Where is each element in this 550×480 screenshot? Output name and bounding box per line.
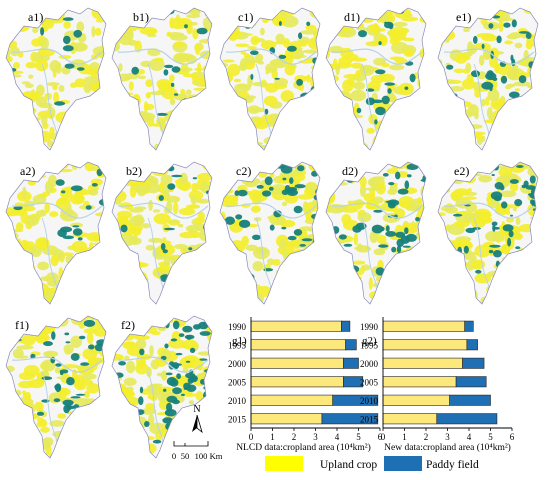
y-tick-label: 2010	[228, 396, 247, 406]
x-tick-label: 6	[510, 432, 515, 442]
x-tick-label: 3	[313, 432, 318, 442]
bar-1995-paddy	[466, 339, 478, 351]
bar-1990-upland	[250, 320, 342, 332]
bar-1995-upland	[250, 339, 346, 351]
x-tick-label: 2	[292, 432, 297, 442]
bar-2000-upland	[250, 357, 344, 369]
bar-2015-paddy	[321, 413, 379, 425]
x-tick-label: 5	[356, 432, 361, 442]
legend: Upland crop Paddy field	[265, 456, 479, 471]
bar-2000-paddy	[343, 357, 359, 369]
x-tick-label: 0	[249, 432, 254, 442]
scale-tick-0: 0	[172, 451, 176, 461]
bar-1995-paddy	[345, 339, 357, 351]
x-axis-title: New data:cropland area (10⁴km²)	[384, 442, 511, 453]
north-arrow-left-half	[192, 415, 197, 432]
map-panel-c2: c2)	[219, 161, 321, 305]
y-tick-label: 2015	[228, 414, 247, 424]
x-tick-label: 4	[335, 432, 340, 442]
bar-2010-paddy	[332, 394, 379, 406]
x-tick-label: 2	[424, 432, 429, 442]
x-tick-label: 3	[445, 432, 450, 442]
map-panel-c1: c1)	[219, 7, 321, 151]
y-tick-label: 2000	[228, 359, 247, 369]
bar-2005-upland	[382, 376, 457, 388]
map-panel-label: e1)	[456, 10, 471, 24]
bar-2010-paddy	[449, 394, 491, 406]
y-tick-label: 2010	[360, 396, 379, 406]
scale-tick-50: 50	[181, 451, 190, 461]
bar-2005-paddy	[343, 376, 364, 388]
map-panel-label: d2)	[342, 164, 358, 178]
x-axis-title: NLCD data:cropland area (10⁴km²)	[236, 442, 371, 453]
chart-panel-label: g1)	[232, 335, 247, 347]
map-panel-label: f2)	[121, 318, 135, 332]
map-panel-f2: f2)	[111, 315, 213, 459]
bar-2005-paddy	[455, 376, 487, 388]
north-arrow: N	[192, 404, 203, 434]
map-panel-label: b1)	[133, 10, 149, 24]
y-tick-label: 1990	[228, 322, 247, 332]
bar-1990-paddy	[464, 320, 474, 332]
y-tick-label: 2015	[360, 414, 379, 424]
scale-tick-100: 100	[195, 451, 208, 461]
bar-2000-upland	[382, 357, 463, 369]
y-tick-label: 1995	[360, 340, 379, 350]
bar-2015-upland	[382, 413, 438, 425]
y-tick-label: 2000	[360, 359, 379, 369]
map-panel-label: d1)	[344, 10, 360, 24]
scale-bar-line	[173, 441, 209, 447]
bar-2015-paddy	[436, 413, 498, 425]
y-tick-label: 2005	[228, 377, 247, 387]
bar-2000-paddy	[462, 357, 485, 369]
bar-2005-upland	[250, 376, 344, 388]
map-panel-f1: f1)	[5, 315, 107, 459]
x-tick-label: 0	[381, 432, 386, 442]
bar-2010-upland	[382, 394, 450, 406]
bar-1990-paddy	[340, 320, 351, 332]
map-panel-label: a1)	[28, 10, 43, 24]
map-panel-label: b2)	[126, 164, 142, 178]
x-tick-label: 4	[467, 432, 472, 442]
map-panel-d2: d2)	[325, 161, 427, 305]
bar-1995-upland	[382, 339, 468, 351]
legend-upland-label: Upland crop	[320, 459, 377, 471]
legend-upland-swatch	[265, 456, 303, 471]
map-panel-b1: b1)	[111, 7, 213, 151]
map-panel-a2: a2)	[5, 161, 107, 305]
map-panel-e2: e2)	[437, 161, 539, 305]
bar-2010-upland	[250, 394, 333, 406]
x-tick-label: 1	[402, 432, 407, 442]
map-panel-e1: e1)	[437, 7, 539, 151]
scale-unit: Km	[210, 451, 223, 461]
legend-paddy-label: Paddy field	[426, 459, 479, 471]
map-panel-d1: d1)	[325, 7, 427, 151]
north-label: N	[193, 404, 200, 415]
bar-2015-upland	[250, 413, 323, 425]
x-tick-label: 6	[378, 432, 383, 442]
chart-panel-label: g2)	[362, 335, 377, 347]
map-panel-label: c2)	[236, 164, 251, 178]
map-panel-label: f1)	[15, 318, 29, 332]
x-tick-label: 1	[270, 432, 275, 442]
north-arrow-right-half	[196, 414, 203, 434]
y-tick-label: 2005	[360, 377, 379, 387]
map-panel-a1: a1)	[5, 7, 107, 151]
bar-1990-upland	[382, 320, 465, 332]
map-panel-label: e2)	[454, 164, 469, 178]
scale-bar: 0 50 100 Km	[172, 441, 223, 461]
map-panel-b2: b2)	[111, 161, 213, 305]
y-tick-label: 1990	[360, 322, 379, 332]
map-panel-label: c1)	[238, 10, 253, 24]
legend-paddy-swatch	[384, 456, 422, 471]
y-tick-label: 1995	[228, 340, 247, 350]
map-panel-label: a2)	[20, 164, 35, 178]
x-tick-label: 5	[488, 432, 493, 442]
